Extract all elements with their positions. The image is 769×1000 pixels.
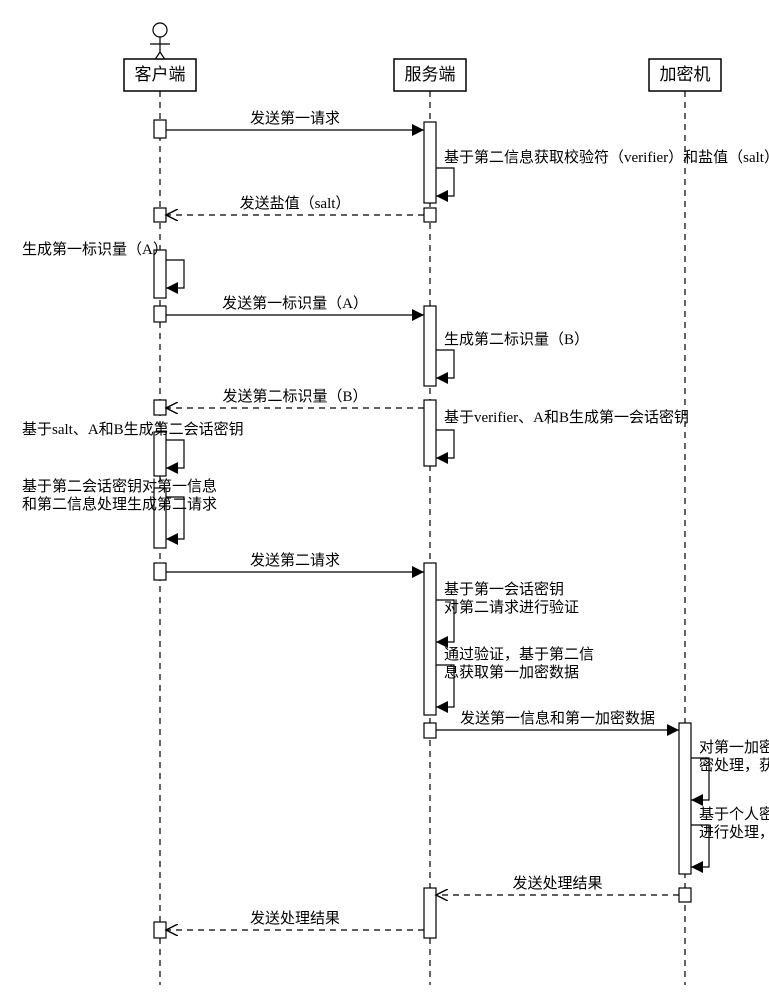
self-message (166, 440, 184, 468)
self-message (436, 168, 454, 196)
participant-label-client: 客户端 (135, 65, 186, 84)
svg-text:生成第二标识量（B）: 生成第二标识量（B） (444, 330, 589, 348)
activation (154, 563, 166, 580)
activation (424, 208, 436, 222)
activation (154, 432, 166, 476)
activation (424, 306, 436, 386)
activation (424, 563, 436, 715)
svg-text:发送第一信息和第一加密数据: 发送第一信息和第一加密数据 (460, 709, 655, 727)
sequence-diagram: 客户端 服务端 加密机发送第一请求基于第二信息获取校验符（verifier）和盐值（… (0, 0, 769, 1000)
svg-text:对第一加密数据进行解密处理，获得个人密钥: 对第一加密数据进行解密处理，获得个人密钥 (699, 738, 769, 774)
activation (154, 306, 166, 322)
activation (154, 208, 166, 222)
svg-text:基于个人密钥对第一信息进行处理，生成处理结果: 基于个人密钥对第一信息进行处理，生成处理结果 (699, 805, 769, 841)
activation (679, 723, 691, 874)
svg-text:发送第二请求: 发送第二请求 (250, 551, 340, 569)
activation (154, 120, 166, 138)
activation (679, 888, 691, 902)
svg-text:发送处理结果: 发送处理结果 (250, 910, 340, 927)
activation (154, 400, 166, 415)
svg-text:发送处理结果: 发送处理结果 (512, 875, 602, 892)
activation (424, 400, 436, 466)
svg-text:发送盐值（salt）: 发送盐值（salt） (240, 195, 351, 212)
svg-text:发送第二标识量（B）: 发送第二标识量（B） (222, 387, 367, 405)
activation (424, 888, 436, 938)
svg-text:基于salt、A和B生成第二会话密钥: 基于salt、A和B生成第二会话密钥 (22, 420, 244, 438)
svg-text:发送第一请求: 发送第一请求 (250, 109, 340, 127)
svg-text:基于第二信息获取校验符（verifier）和盐值（salt）: 基于第二信息获取校验符（verifier）和盐值（salt） (444, 148, 769, 166)
svg-text:基于第二会话密钥对第一信息和第二信息处理生成第二请求: 基于第二会话密钥对第一信息和第二信息处理生成第二请求 (22, 477, 217, 513)
self-message (166, 260, 184, 288)
activation (424, 122, 436, 203)
svg-text:发送第一标识量（A）: 发送第一标识量（A） (222, 294, 368, 312)
self-message (436, 430, 454, 458)
activation (154, 922, 166, 938)
participant-label-server: 服务端 (405, 65, 456, 84)
svg-text:基于verifier、A和B生成第一会话密钥: 基于verifier、A和B生成第一会话密钥 (444, 408, 689, 426)
svg-text:通过验证，基于第二信息获取第一加密数据: 通过验证，基于第二信息获取第一加密数据 (444, 645, 594, 681)
self-message (436, 350, 454, 378)
participant-label-hsm: 加密机 (660, 65, 711, 84)
svg-text:生成第一标识量（A）: 生成第一标识量（A） (22, 240, 168, 258)
activation (424, 723, 436, 738)
svg-text:基于第一会话密钥对第二请求进行验证: 基于第一会话密钥对第二请求进行验证 (444, 580, 579, 616)
